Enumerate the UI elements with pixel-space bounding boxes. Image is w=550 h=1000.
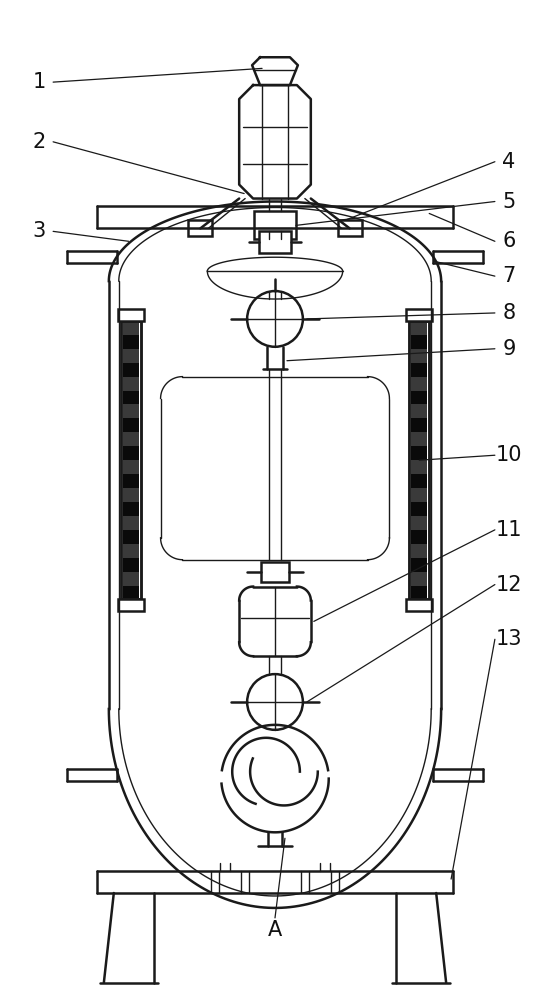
Bar [259,231,291,253]
Bar [409,321,429,599]
Text: 11: 11 [496,520,522,540]
Bar [411,572,427,586]
Bar [338,220,361,236]
Bar [411,446,427,460]
Bar [123,502,139,516]
Bar [406,309,432,321]
Text: 6: 6 [502,231,515,251]
Bar [411,432,427,446]
Bar [411,391,427,404]
Bar [123,377,139,391]
Bar [123,586,139,599]
Bar [118,309,144,321]
Bar [123,530,139,544]
Text: 5: 5 [502,192,515,212]
Bar [411,321,427,335]
Bar [261,562,289,582]
Bar [189,220,212,236]
Bar [406,599,432,611]
Text: A: A [268,920,282,940]
Bar [123,488,139,502]
Bar [123,349,139,363]
Bar [409,321,429,599]
Bar [411,586,427,599]
Bar [411,516,427,530]
Bar [411,335,427,349]
Bar [411,488,427,502]
Text: 10: 10 [496,445,522,465]
Bar [411,460,427,474]
Bar [123,446,139,460]
Text: 13: 13 [496,629,522,649]
Bar [411,349,427,363]
Bar [411,363,427,377]
Text: 4: 4 [502,152,515,172]
Bar [123,474,139,488]
Bar [411,544,427,558]
Bar [411,502,427,516]
Bar [411,377,427,391]
Bar [123,516,139,530]
Bar [123,391,139,404]
Text: 2: 2 [32,132,46,152]
Text: 3: 3 [32,221,46,241]
Text: 1: 1 [32,72,46,92]
Bar [123,363,139,377]
Bar [123,418,139,432]
Bar [411,530,427,544]
Bar [411,474,427,488]
Bar [121,321,141,599]
Text: 12: 12 [496,575,522,595]
Circle shape [247,674,303,730]
Bar [123,572,139,586]
Bar [118,599,144,611]
Bar [254,211,296,239]
Bar [123,460,139,474]
Bar [121,321,141,599]
Bar [411,404,427,418]
Bar [123,558,139,572]
Bar [123,335,139,349]
Text: 8: 8 [502,303,515,323]
Text: 7: 7 [502,266,515,286]
Bar [123,321,139,335]
Circle shape [247,291,303,347]
Text: 9: 9 [502,339,515,359]
Bar [411,418,427,432]
Bar [123,404,139,418]
Bar [123,544,139,558]
Bar [123,432,139,446]
Bar [411,558,427,572]
